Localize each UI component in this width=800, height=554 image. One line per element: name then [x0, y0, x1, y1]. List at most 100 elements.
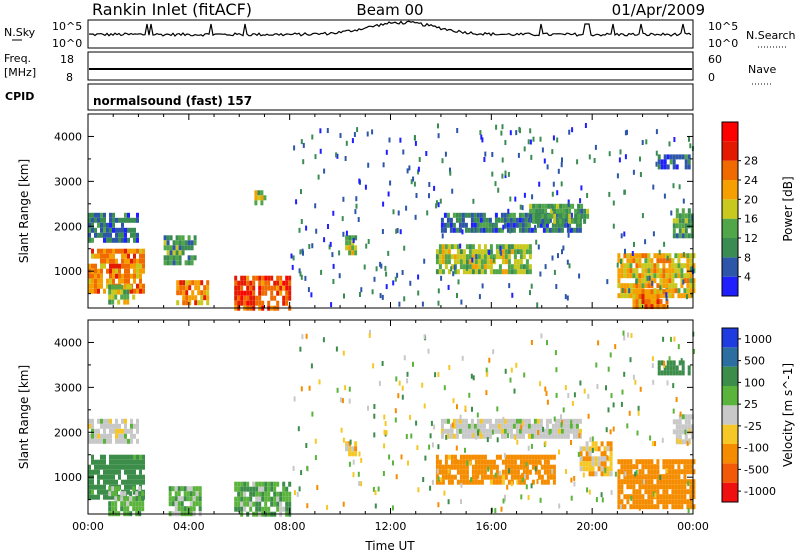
power-noise [293, 145, 296, 151]
power-cell [470, 227, 474, 233]
power-noise [302, 159, 305, 165]
velocity-cell [127, 479, 130, 485]
velocity-cell [136, 428, 139, 434]
power-cell [446, 222, 450, 228]
velocity-ylabel: Slant Range [km] [17, 365, 31, 469]
velocity-noise [571, 400, 574, 406]
power-cell [528, 244, 532, 250]
velocity-noise [548, 429, 551, 435]
velocity-cell [510, 474, 514, 480]
power-noise [408, 165, 411, 171]
power-noise [435, 203, 438, 209]
power-colorbar-segment [722, 180, 738, 200]
power-cell [512, 217, 516, 223]
power-cell [455, 212, 459, 218]
velocity-cell [237, 486, 241, 492]
power-noise [541, 147, 544, 153]
velocity-cell [452, 423, 456, 429]
power-cell [465, 259, 469, 265]
power-noise [299, 271, 302, 277]
power-cell [438, 264, 442, 270]
power-cell [91, 278, 94, 284]
power-noise [437, 288, 440, 294]
power-noise [417, 274, 420, 280]
velocity-noise [311, 411, 314, 417]
velocity-cell [492, 479, 496, 485]
velocity-cell [671, 489, 675, 495]
velocity-cell [198, 506, 202, 512]
velocity-cell [94, 469, 97, 475]
velocity-cell [644, 464, 648, 470]
velocity-cell [139, 454, 142, 460]
power-cell [482, 227, 486, 233]
power-cell [656, 283, 660, 289]
power-cell [246, 290, 250, 296]
power-cell [501, 259, 505, 265]
velocity-cell [138, 486, 142, 492]
power-noise [402, 149, 405, 155]
power-cell [91, 288, 94, 294]
velocity-noise [652, 379, 655, 385]
power-noise [413, 181, 416, 187]
power-noise [594, 144, 597, 150]
power-cell [124, 258, 127, 264]
power-noise [552, 135, 555, 141]
power-noise [425, 151, 428, 156]
velocity-noise [612, 402, 615, 408]
power-cell [166, 250, 170, 256]
velocity-cell [267, 486, 271, 492]
power-cell [522, 249, 526, 255]
power-noise [388, 137, 391, 143]
power-cell [190, 260, 194, 266]
power-cell [577, 208, 581, 214]
power-noise [382, 201, 385, 207]
velocity-cell [690, 414, 694, 420]
power-cell [447, 269, 451, 275]
velocity-noise [416, 445, 419, 451]
velocity-cell [677, 504, 681, 510]
velocity-noise [586, 487, 589, 493]
power-cell [687, 164, 691, 170]
velocity-cell [650, 459, 654, 465]
velocity-cell [103, 474, 106, 480]
velocity-cell [198, 491, 202, 497]
velocity-noise [308, 385, 311, 391]
velocity-cell [124, 469, 127, 475]
power-cell [689, 273, 693, 279]
power-cell [647, 289, 651, 295]
power-cell [441, 254, 445, 260]
velocity-cell [656, 484, 660, 490]
power-noise [319, 128, 322, 134]
power-noise [529, 290, 531, 296]
power-cell [629, 258, 633, 264]
power-cell [440, 222, 444, 228]
power-cell [668, 258, 672, 264]
velocity-noise [637, 405, 640, 411]
velocity-cell [255, 491, 259, 497]
velocity-noise [401, 394, 404, 400]
power-cell [258, 280, 262, 286]
power-cell [91, 253, 94, 259]
velocity-cell [103, 454, 106, 460]
velocity-cell [452, 433, 456, 439]
velocity-noise [573, 475, 576, 481]
power-cell [273, 285, 277, 291]
velocity-colorbar-segment [722, 328, 738, 348]
power-cell [136, 237, 139, 243]
power-cell [121, 278, 124, 284]
power-cell [662, 278, 666, 284]
power-cell [124, 227, 127, 233]
power-cell [126, 284, 130, 290]
power-cell [683, 273, 687, 279]
velocity-cell [195, 496, 199, 502]
power-cell [626, 283, 630, 289]
power-noise [567, 232, 570, 238]
power-noise [624, 130, 627, 136]
power-cell [136, 232, 139, 238]
velocity-cell [180, 486, 184, 492]
power-ytick-label: 1000 [54, 265, 82, 278]
velocity-cell [108, 491, 112, 497]
power-cell [668, 253, 672, 259]
power-noise [504, 140, 507, 145]
velocity-cell [548, 433, 552, 439]
